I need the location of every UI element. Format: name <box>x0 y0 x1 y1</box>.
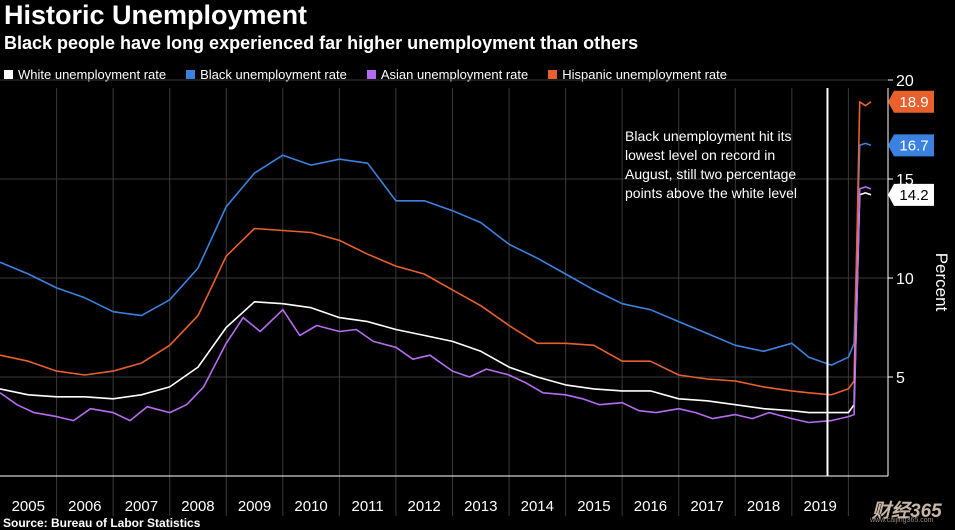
y-tick-label: 20 <box>896 73 914 90</box>
annotation-text: points above the white level <box>625 185 797 201</box>
x-tick-label: 2014 <box>521 498 554 515</box>
end-label: 14.2 <box>888 183 934 206</box>
y-tick-label: 5 <box>896 370 905 387</box>
annotation: Black unemployment hit its lowest level o… <box>625 128 797 201</box>
series-line <box>0 192 872 414</box>
x-tick-label: 2015 <box>577 498 610 515</box>
end-label-tag <box>888 183 934 206</box>
legend-swatch-white <box>4 70 13 79</box>
x-tick-label: 2006 <box>68 498 101 515</box>
legend-item-white: White unemployment rate <box>4 67 166 82</box>
end-label: 18.9 <box>888 90 934 113</box>
x-tick-label: 2010 <box>294 498 327 515</box>
end-label-text: 16.7 <box>899 137 928 154</box>
legend-label-black: Black unemployment rate <box>200 67 347 82</box>
x-tick-label: 2018 <box>747 498 780 515</box>
legend-swatch-hispanic <box>548 70 558 79</box>
x-tick-label: 2017 <box>690 498 723 515</box>
end-value-labels: 16.7 18.9 14.2 <box>888 90 934 206</box>
x-tick-label: 2008 <box>181 498 214 515</box>
x-tick-label: 2019 <box>803 498 836 515</box>
legend-item-asian: Asian unemployment rate <box>366 67 529 82</box>
watermark-url: www.caijing365.com <box>870 517 934 524</box>
legend-item-hispanic: Hispanic unemployment rate <box>548 67 727 82</box>
annotation-text: lowest level on record in <box>625 147 775 163</box>
source-note: Source: Bureau of Labor Statistics <box>3 516 201 530</box>
legend: White unemployment rate Black unemployme… <box>4 67 727 82</box>
end-label-text: 14.2 <box>899 187 928 204</box>
legend-label-white: White unemployment rate <box>18 67 167 82</box>
x-tick-label: 2016 <box>634 498 667 515</box>
annotation-text: Black unemployment hit its <box>625 128 792 144</box>
y-tick-label: 10 <box>896 271 914 288</box>
legend-label-hispanic: Hispanic unemployment rate <box>562 67 727 82</box>
legend-label-asian: Asian unemployment rate <box>380 67 529 82</box>
x-tick-label: 2009 <box>238 498 271 515</box>
chart-title: Historic Unemployment <box>4 0 308 30</box>
x-tick-label: 2005 <box>12 498 45 515</box>
end-label-tag <box>888 134 934 157</box>
chart-grid <box>0 79 888 516</box>
end-label-text: 18.9 <box>899 94 928 111</box>
legend-item-black: Black unemployment rate <box>186 67 347 82</box>
legend-swatch-asian <box>366 70 376 79</box>
series-line <box>0 142 872 366</box>
watermark-logo: 财经365 <box>872 501 942 522</box>
series-line <box>0 101 872 396</box>
end-label-tag <box>888 90 934 113</box>
y-axis-label: Percent <box>932 253 951 312</box>
chart-subtitle: Black people have long experienced far h… <box>4 33 639 53</box>
chart-series <box>0 101 872 424</box>
legend-swatch-black <box>186 70 196 79</box>
x-tick-label: 2012 <box>408 498 441 515</box>
annotation-text: August, still two percentage <box>625 166 796 182</box>
x-tick-label: 2011 <box>352 498 384 515</box>
x-tick-label: 2007 <box>125 498 158 515</box>
series-line <box>0 186 872 424</box>
x-tick-label: 2013 <box>464 498 497 515</box>
end-label: 16.7 <box>888 134 934 157</box>
